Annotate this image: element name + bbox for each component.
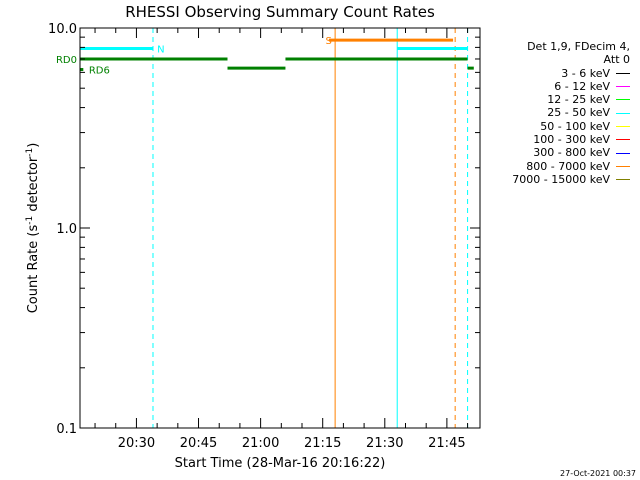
generation-timestamp: 27-Oct-2021 00:37 <box>560 469 636 478</box>
annotation-label: N <box>157 44 164 55</box>
legend-entries: 3 - 6 keV 6 - 12 keV 12 - 25 keV 25 - 50… <box>500 67 630 187</box>
legend-header-line2: Att 0 <box>603 53 630 67</box>
legend-entry-label: 300 - 800 keV <box>533 146 610 160</box>
legend-entry: 100 - 300 keV <box>500 133 630 146</box>
annotation-label: RD0 <box>56 55 77 66</box>
legend-entry-label: 100 - 300 keV <box>533 133 610 147</box>
legend-entry-label: 6 - 12 keV <box>554 79 610 93</box>
y-tick-label: 10.0 <box>48 22 77 37</box>
plot-frame <box>79 27 481 429</box>
axis-ticks: 20:30 20:45 21:00 21:15 21:30 21:45 0.1 1.0 10.0 <box>48 22 480 451</box>
x-tick-label: 20:45 <box>180 436 217 451</box>
x-tick-label: 20:30 <box>118 436 155 451</box>
legend-swatch <box>616 139 630 141</box>
legend-entry: 800 - 7000 keV <box>500 160 630 173</box>
x-tick-label: 21:00 <box>242 436 279 451</box>
data-series <box>80 38 474 72</box>
legend-swatch <box>616 165 630 167</box>
annotations: N S RD0 RD6 <box>56 36 332 76</box>
legend-entry-label: 25 - 50 keV <box>547 106 610 120</box>
x-tick-label: 21:15 <box>304 436 341 451</box>
annotation-label: RD6 <box>89 66 110 77</box>
chart-title: RHESSI Observing Summary Count Rates <box>125 3 435 21</box>
legend-entry: 25 - 50 keV <box>500 106 630 119</box>
y-tick-label: 1.0 <box>56 222 77 237</box>
y-axis-label: Count Rate (s-1 detector-1) <box>25 143 41 314</box>
legend-swatch <box>616 72 630 74</box>
legend-swatch <box>616 112 630 114</box>
legend-swatch <box>616 99 630 101</box>
legend-entry: 6 - 12 keV <box>500 80 630 93</box>
vertical-markers <box>79 28 469 428</box>
y-axis-label-main: Count Rate (s <box>26 225 41 314</box>
y-axis-label-sup1: -1 <box>25 216 35 225</box>
legend-entry: 300 - 800 keV <box>500 146 630 159</box>
legend-entry: 12 - 25 keV <box>500 93 630 106</box>
y-axis-label-sup2: -1 <box>25 148 35 157</box>
legend-entry: 50 - 100 keV <box>500 120 630 133</box>
legend-entry-label: 3 - 6 keV <box>561 66 610 80</box>
legend: Det 1,9, FDecim 4, Att 0 3 - 6 keV 6 - 1… <box>500 40 630 186</box>
legend-entry-label: 800 - 7000 keV <box>526 159 610 173</box>
legend-entry: 3 - 6 keV <box>500 67 630 80</box>
y-axis-label-mid: detector <box>26 156 41 216</box>
y-tick-label: 0.1 <box>56 422 77 437</box>
x-axis-label: Start Time (28-Mar-16 20:16:22) <box>175 456 386 471</box>
legend-entry-label: 7000 - 15000 keV <box>512 172 610 186</box>
legend-entry-label: 50 - 100 keV <box>540 119 610 133</box>
y-axis-label-end: ) <box>26 143 41 148</box>
legend-header-line1: Det 1,9, FDecim 4, <box>527 40 630 53</box>
legend-swatch <box>616 86 630 88</box>
legend-swatch <box>616 179 630 181</box>
legend-swatch <box>616 125 630 127</box>
legend-swatch <box>616 152 630 154</box>
x-tick-label: 21:45 <box>428 436 465 451</box>
legend-entry: 7000 - 15000 keV <box>500 173 630 186</box>
x-tick-label: 21:30 <box>366 436 403 451</box>
legend-entry-label: 12 - 25 keV <box>547 93 610 107</box>
annotation-label: S <box>325 36 331 47</box>
